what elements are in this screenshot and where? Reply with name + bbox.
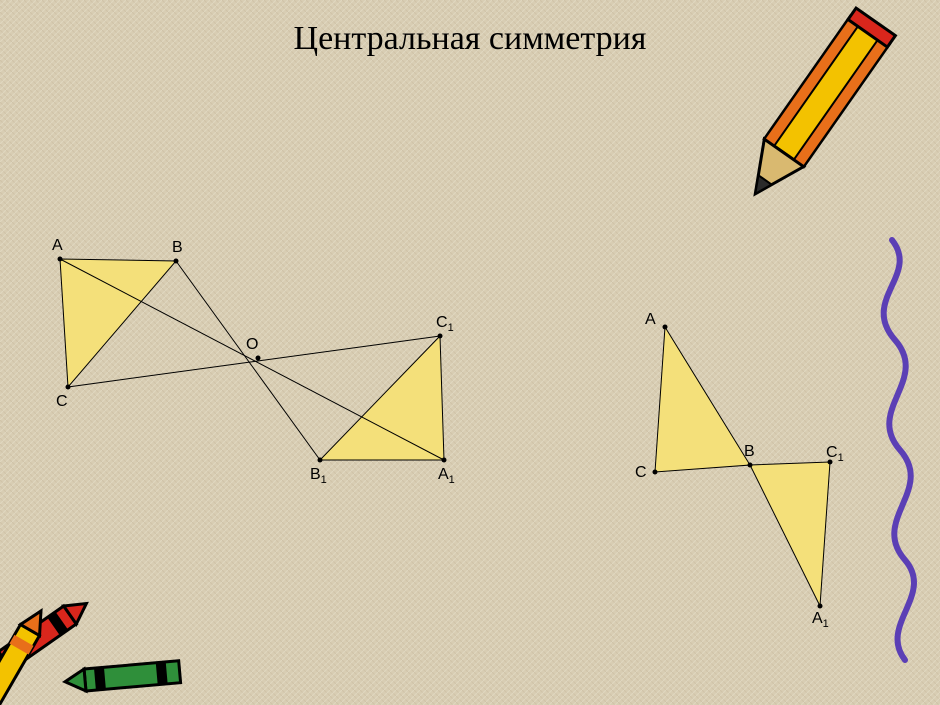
point-label-right-C1: C1 (826, 444, 844, 464)
point-label-right-A: A (645, 311, 656, 329)
crayon-cluster-icon (0, 595, 181, 705)
point-label-left-A1: A1 (438, 466, 455, 486)
point-label-right-B: B (744, 443, 755, 461)
point-label-right-A1: A1 (812, 610, 829, 630)
point-label-left-B: B (172, 239, 183, 257)
clipart-layer (0, 0, 940, 705)
point-label-left-O: O (246, 336, 258, 354)
pencil-top-right-icon (736, 8, 896, 208)
point-label-left-B1: B1 (310, 466, 327, 486)
point-label-left-C1: C1 (436, 314, 454, 334)
point-label-left-A: A (52, 237, 63, 255)
point-label-left-C: C (56, 393, 68, 411)
point-label-right-C: C (635, 464, 647, 482)
squiggle-icon (884, 240, 914, 660)
